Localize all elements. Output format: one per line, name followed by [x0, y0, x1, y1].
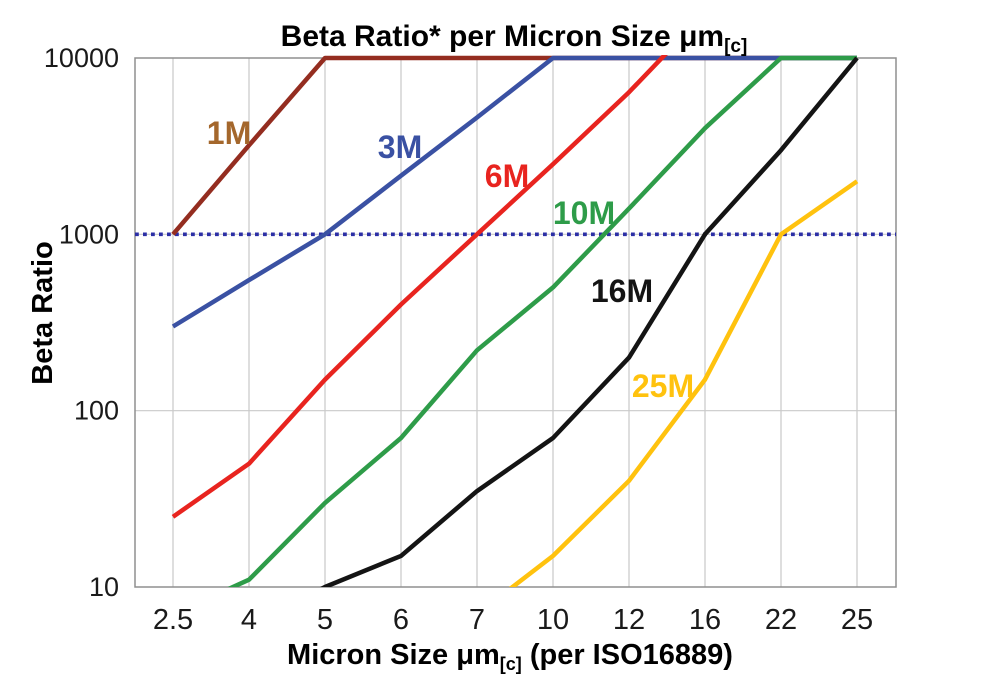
series-label-10M: 10M: [553, 195, 615, 231]
x-tick-label: 2.5: [153, 604, 193, 636]
series-label-6M: 6M: [485, 158, 529, 194]
y-tick-label: 1000: [59, 219, 119, 249]
y-tick-label: 100: [74, 396, 119, 426]
x-tick-label: 16: [689, 604, 721, 636]
x-tick-label: 22: [765, 604, 797, 636]
series-label-3M: 3M: [378, 129, 422, 165]
x-tick-label: 6: [393, 604, 409, 636]
series-line-16M: [320, 56, 859, 587]
series-line-6M: [171, 55, 668, 519]
x-tick-label: 7: [469, 604, 485, 636]
series-line-25M: [508, 179, 859, 587]
series-line-10M: [227, 55, 857, 587]
x-tick-label: 12: [613, 604, 645, 636]
y-tick-label: 10000: [44, 43, 119, 73]
x-tick-label: 4: [241, 604, 257, 636]
series-label-16M: 16M: [591, 273, 653, 309]
x-tick-label: 5: [317, 604, 333, 636]
y-tick-label: 10: [89, 572, 119, 602]
y-axis-label: Beta Ratio: [27, 241, 59, 384]
series-label-25M: 25M: [632, 368, 694, 404]
x-axis-label: Micron Size μm[c] (per ISO16889): [287, 639, 733, 674]
series-line-3M: [171, 55, 857, 329]
chart-title: Beta Ratio* per Micron Size μm[c]: [281, 20, 748, 57]
series-label-1M: 1M: [207, 115, 251, 151]
x-tick-label: 25: [841, 604, 873, 636]
x-tick-label: 10: [537, 604, 569, 636]
